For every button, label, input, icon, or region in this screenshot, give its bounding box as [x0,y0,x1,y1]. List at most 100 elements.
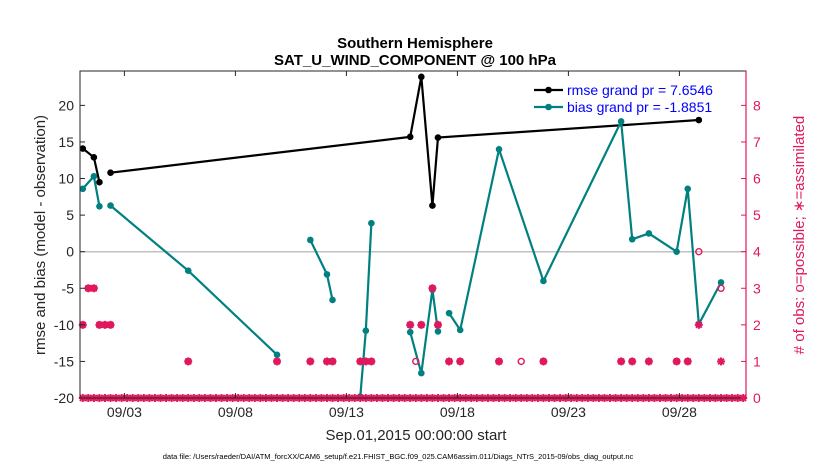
bias-point [445,309,453,317]
bias-line-segment [409,289,440,374]
obs-possible-marker [695,247,703,256]
y-tick-label: -10 [54,317,74,333]
rmse-point [90,154,98,161]
y-tick-label: 15 [58,134,74,150]
y2-tick-label: 2 [753,317,761,333]
legend-entry-label: bias grand pr = -1.8851 [567,99,712,115]
bias-point [406,328,414,336]
legend-swatch-marker [545,103,552,111]
obs-possible-marker [717,284,725,292]
series-layer [79,73,725,400]
bias-point [362,327,370,334]
bias-point [368,219,375,227]
bias-point [617,118,625,125]
x-tick-label: 09/28 [662,404,697,420]
obs-assimilated-marker [95,320,104,329]
obs-assimilated-marker [433,320,442,329]
x-tick-label: 09/03 [107,404,142,420]
y-tick-label: 20 [58,97,74,113]
obs-assimilated-marker [644,357,653,366]
bias-point [79,185,87,193]
y2-tick-label: 6 [753,171,761,187]
y2-tick-label: 4 [753,244,761,260]
bias-point [684,185,692,193]
rmse-point [418,73,425,81]
bias-point [107,202,114,209]
y-tick-label: 5 [66,207,74,223]
x-axis-label: Sep.01,2015 00:00:00 start [326,427,508,444]
obs-assimilated-marker [273,357,282,366]
obs-assimilated-marker [428,284,437,293]
x-tick-label: 09/23 [551,404,586,420]
rmse-point [96,178,103,186]
y2-tick-label: 5 [753,207,761,223]
obs-assimilated-marker [367,357,376,366]
bias-point [184,267,192,275]
rmse-point [429,202,436,209]
obs-assimilated-marker [445,357,454,366]
bias-point [434,328,442,335]
y2-tick-label: 3 [753,280,761,296]
bias-point [307,236,314,244]
y2-tick-label: 0 [753,390,761,406]
y-tick-label: 0 [66,244,74,260]
y2-tick-label: 1 [753,353,761,369]
bias-point [90,173,98,180]
y2-axis-label: # of obs: o=possible; ∗=assimilated [791,116,808,355]
bias-point [645,230,653,237]
obs-assimilated-marker [672,357,681,366]
obs-assimilated-marker [628,357,637,366]
y-tick-label: 10 [58,171,74,187]
bias-point [323,271,331,278]
obs-assimilated-marker [306,357,315,366]
obs-assimilated-marker [694,320,703,329]
y-tick-label: -5 [62,280,75,296]
footnote: data file: /Users/raeder/DAI/ATM_forcXX/… [163,452,634,461]
x-tick-label: 09/18 [440,404,475,420]
y-axis-label: rmse and bias (model - observation) [32,115,49,355]
obs-assimilated-marker [406,320,415,329]
bias-point [418,369,425,377]
obs-assimilated-marker [84,284,93,293]
x-tick-label: 09/08 [218,404,253,420]
rmse-point [79,145,87,152]
bias-point [540,277,547,285]
rmse-line-segment [110,76,699,206]
legend-swatch-marker [545,86,552,94]
bias-point [673,248,680,255]
obs-possible-marker [517,357,525,366]
bias-point [717,279,725,286]
y2-tick-label: 7 [753,134,761,150]
bias-point [456,326,464,334]
obs-assimilated-marker [89,284,98,293]
axes: 09/03 09/08 09/13 09/18 09/23 09/28 -20 -15 -10 -… [54,70,761,420]
y-tick-label: -20 [54,390,74,406]
chart-subtitle: SAT_U_WIND_COMPONENT @ 100 hPa [274,52,557,69]
obs-assimilated-marker [184,357,193,366]
obs-possible-marker [412,357,420,366]
rmse-point [406,133,414,141]
obs-assimilated-marker [106,320,115,329]
obs-assimilated-marker [617,357,626,366]
bias-point [628,235,636,243]
obs-assimilated-marker [417,320,426,329]
rmse-point [107,169,114,176]
obs-assimilated-marker [456,357,465,366]
obs-assimilated-marker [683,357,692,366]
rmse-point [695,116,703,124]
bias-point [329,296,336,304]
chart-title: Southern Hemisphere [337,35,493,52]
y2-tick-label: 8 [753,97,761,113]
obs-assimilated-marker [328,357,337,366]
obs-assimilated-marker [539,357,548,366]
rmse-point [434,134,442,141]
obs-assimilated-marker [495,357,504,366]
legend-entry-label: rmse grand pr = 7.6546 [567,82,713,98]
bias-point [273,351,281,359]
obs-assimilated-marker [717,357,726,366]
bias-point [96,203,103,210]
x-tick-label: 09/13 [329,404,364,420]
bias-point [495,145,503,153]
